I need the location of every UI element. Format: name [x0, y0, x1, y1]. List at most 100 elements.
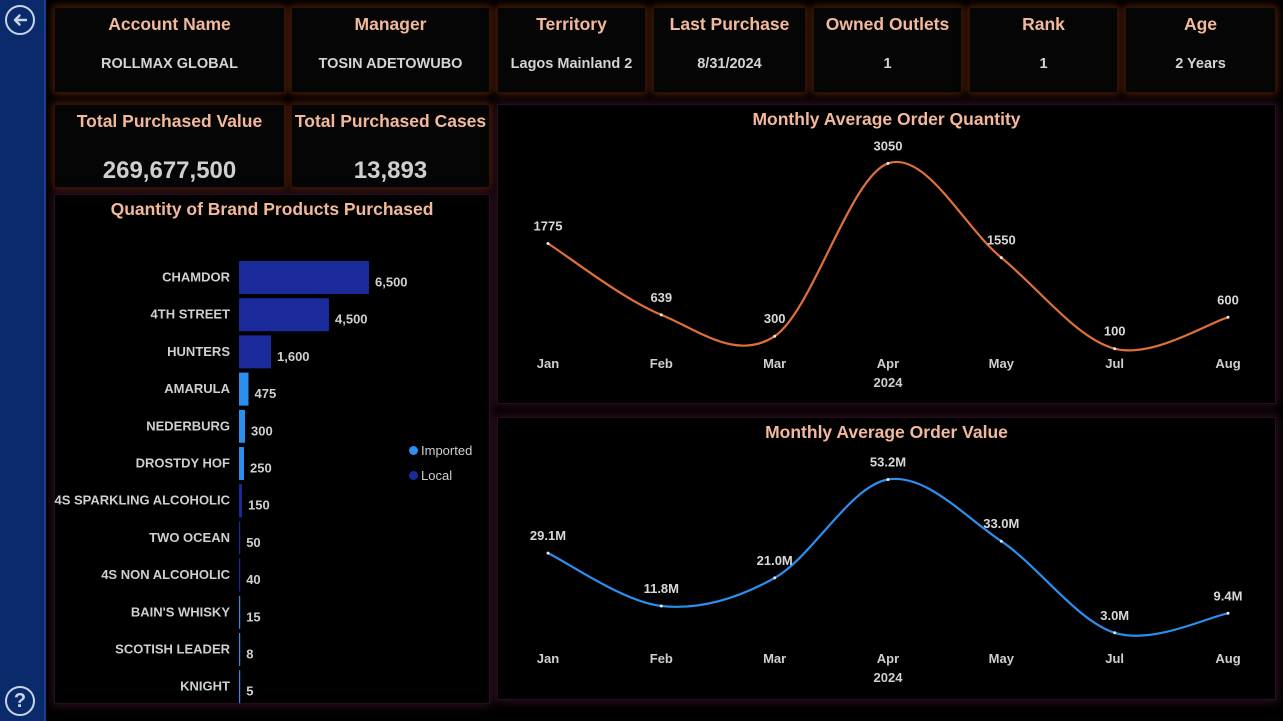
- bar[interactable]: [239, 521, 241, 555]
- back-button[interactable]: [5, 5, 35, 35]
- data-point[interactable]: [999, 539, 1003, 543]
- bar-value-label: 475: [255, 386, 277, 401]
- card-total-purchased-cases: Total Purchased Cases 13,893: [291, 104, 490, 188]
- data-label: 100: [1104, 324, 1126, 339]
- data-label: 3050: [874, 138, 903, 153]
- card-label: Last Purchase: [669, 14, 790, 34]
- data-point[interactable]: [886, 161, 890, 165]
- data-label: 9.4M: [1214, 588, 1243, 603]
- data-label: 639: [650, 290, 672, 305]
- card-label: Territory: [536, 14, 607, 34]
- bar-category-label: NEDERBURG: [146, 418, 230, 433]
- card-age: Age 2 Years: [1125, 7, 1276, 93]
- bar[interactable]: [239, 558, 241, 592]
- data-point[interactable]: [1226, 611, 1230, 615]
- sidebar: ?: [0, 0, 46, 721]
- data-point[interactable]: [546, 551, 550, 555]
- bar[interactable]: [239, 484, 242, 518]
- chart-title: Monthly Average Order Value: [765, 422, 1008, 442]
- data-point[interactable]: [773, 576, 777, 580]
- data-point[interactable]: [1113, 347, 1117, 351]
- x-tick-label: Jul: [1105, 651, 1124, 666]
- data-label: 1550: [987, 233, 1016, 248]
- card-value: 2 Years: [1175, 56, 1226, 72]
- legend-item-local[interactable]: Local: [409, 463, 472, 488]
- x-tick-label: Jul: [1105, 356, 1124, 371]
- data-label: 53.2M: [870, 455, 906, 470]
- bar-value-label: 1,600: [277, 349, 310, 364]
- data-point[interactable]: [886, 478, 890, 481]
- card-territory: Territory Lagos Mainland 2: [497, 7, 646, 93]
- avg-order-value-panel: Monthly Average Order Value 29.1M Jan 11.8…: [497, 417, 1276, 700]
- data-point[interactable]: [659, 313, 663, 317]
- bar-value-label: 300: [251, 423, 273, 438]
- bar[interactable]: [239, 409, 245, 443]
- bar[interactable]: [239, 595, 241, 629]
- bar-category-label: KNIGHT: [180, 679, 230, 694]
- bar-category-label: AMARULA: [164, 381, 230, 396]
- x-tick-label: Feb: [650, 356, 673, 371]
- bar-value-label: 4,500: [335, 312, 368, 327]
- card-value: 269,677,500: [102, 157, 237, 184]
- card-label: Manager: [354, 14, 427, 34]
- card-last-purchase: Last Purchase 8/31/2024: [653, 7, 806, 93]
- x-tick-label: Mar: [763, 356, 786, 371]
- question-circle-icon: ?: [13, 689, 27, 712]
- chart-title: Monthly Average Order Quantity: [752, 109, 1021, 129]
- bar[interactable]: [239, 372, 249, 406]
- bar-value-label: 6,500: [375, 275, 408, 290]
- brand-quantity-chart: CHAMDOR 6,500 4TH STREET 4,500 HUNTERS 1,600 A…: [54, 261, 408, 704]
- legend-item-imported[interactable]: Imported: [409, 438, 472, 463]
- x-tick-label: Feb: [650, 651, 673, 666]
- legend-label: Local: [421, 468, 453, 483]
- x-year-label: 2024: [874, 670, 904, 685]
- card-label: Account Name: [108, 14, 231, 34]
- bar-category-label: 4TH STREET: [151, 307, 231, 322]
- brand-quantity-panel: Quantity of Brand Products Purchased CHA…: [54, 194, 490, 704]
- bar-value-label: 8: [246, 647, 253, 662]
- card-rank: Rank 1: [969, 7, 1118, 93]
- data-point[interactable]: [773, 334, 777, 338]
- bar-category-label: SCOTISH LEADER: [115, 642, 230, 657]
- card-value: 1: [883, 56, 892, 72]
- data-point[interactable]: [1226, 315, 1230, 319]
- bar[interactable]: [239, 447, 244, 480]
- x-tick-label: Aug: [1215, 651, 1240, 666]
- bar[interactable]: [239, 298, 329, 332]
- data-label: 600: [1217, 292, 1239, 307]
- card-label: Total Purchased Value: [76, 111, 263, 131]
- card-label: Total Purchased Cases: [294, 111, 487, 131]
- avg-order-value-chart: 29.1M Jan 11.8M Feb 21.0M Mar 53.2M Apr 33.0M May…: [530, 455, 1243, 686]
- help-button[interactable]: ?: [5, 686, 35, 716]
- data-point[interactable]: [999, 256, 1003, 260]
- card-value: 8/31/2024: [697, 56, 762, 72]
- card-value: TOSIN ADETOWUBO: [318, 56, 463, 72]
- card-label: Owned Outlets: [825, 14, 950, 34]
- x-tick-label: May: [989, 356, 1015, 371]
- chart-title: Quantity of Brand Products Purchased: [110, 199, 434, 219]
- legend-dot: [409, 471, 418, 480]
- legend-label: Imported: [421, 443, 473, 458]
- bar-value-label: 5: [246, 684, 253, 699]
- chart-legend: Imported Local: [409, 438, 472, 488]
- data-point[interactable]: [546, 242, 550, 245]
- bar[interactable]: [239, 670, 241, 704]
- bar-value-label: 50: [246, 535, 260, 550]
- card-account-name: Account Name ROLLMAX GLOBAL: [54, 7, 285, 93]
- bar-value-label: 40: [246, 572, 260, 587]
- series-line: [547, 160, 1229, 352]
- bar[interactable]: [239, 633, 241, 666]
- bar[interactable]: [239, 261, 369, 294]
- card-value: 1: [1039, 56, 1048, 72]
- bar[interactable]: [239, 335, 271, 369]
- bar-category-label: TWO OCEAN: [149, 530, 230, 545]
- x-tick-label: Mar: [763, 651, 786, 666]
- data-label: 21.0M: [757, 553, 793, 568]
- data-point[interactable]: [1113, 631, 1117, 635]
- x-year-label: 2024: [874, 375, 904, 390]
- x-tick-label: Jan: [537, 356, 559, 371]
- data-point[interactable]: [659, 604, 663, 608]
- bar-value-label: 150: [248, 498, 270, 513]
- x-tick-label: Jan: [537, 651, 559, 666]
- x-tick-label: Apr: [877, 356, 899, 371]
